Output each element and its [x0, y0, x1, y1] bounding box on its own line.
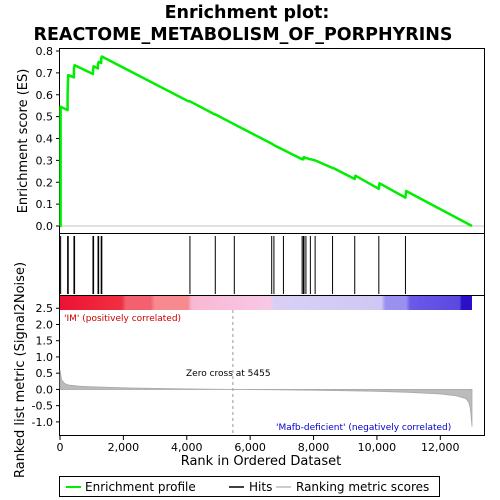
es-y-tick-label: 0.0: [36, 220, 54, 233]
negative-correlation-label: 'Mafb-deficient' (negatively correlated): [276, 423, 451, 433]
chart-title-line1: Enrichment plot:: [165, 3, 330, 23]
legend-label-hits: Hits: [249, 480, 272, 494]
es-y-tick-label: 0.7: [36, 67, 54, 80]
zero-cross-label: Zero cross at 5455: [186, 369, 271, 379]
metric-axis-title: Ranked list metric (Signal2Noise): [13, 262, 28, 478]
es-layer: 0.0 0.1 0.2 0.3 0.4 0.5 0.6 0.7 0.8: [36, 45, 484, 233]
chart-title-line2: REACTOME_METABOLISM_OF_PORPHYRINS: [33, 25, 452, 45]
x-tick-label: 2,000: [108, 441, 140, 454]
metric-y-tick-label: 0.5: [36, 367, 54, 380]
ranking-metric-area: [59, 369, 473, 427]
x-axis-title: Rank in Ordered Dataset: [181, 454, 342, 469]
metric-panel: [59, 295, 485, 436]
metric-y-tick-label: -1.0: [32, 416, 53, 429]
enrichment-profile-line: [59, 55, 473, 228]
es-y-tick-label: 0.6: [36, 89, 54, 102]
metric-layer: -1.0 -0.5 0.0 0.5 1.0 1.5 2.0 2.5 0 2,000 4,000 6,0…: [32, 296, 473, 454]
es-y-tick-label: 0.2: [36, 176, 54, 189]
x-tick-label: 12,000: [421, 441, 460, 454]
hits-layer: [60, 236, 406, 294]
metric-y-tick-label: 2.5: [36, 302, 54, 315]
legend-label-profile: Enrichment profile: [85, 480, 196, 494]
positive-correlation-label: 'IM' (positively correlated): [64, 314, 181, 324]
x-tick-label: 6,000: [234, 441, 266, 454]
metric-y-tick-label: 0.0: [36, 383, 54, 396]
x-tick-label: 0: [57, 441, 64, 454]
legend-box: [59, 476, 440, 497]
x-tick-label: 8,000: [298, 441, 330, 454]
es-y-tick-label: 0.5: [36, 111, 54, 124]
es-y-tick-label: 0.8: [36, 45, 54, 58]
es-y-tick-label: 0.3: [36, 154, 54, 167]
legend-label-metric: Ranking metric scores: [296, 480, 429, 494]
metric-y-tick-label: -0.5: [32, 400, 53, 413]
es-axis-title: Enrichment score (ES): [16, 69, 31, 214]
rank-color-band: [60, 296, 472, 310]
metric-y-tick-label: 2.0: [36, 318, 54, 331]
es-y-tick-label: 0.4: [36, 133, 54, 146]
es-panel: [59, 48, 485, 234]
es-y-tick-label: 0.1: [36, 198, 54, 211]
x-tick-label: 10,000: [358, 441, 397, 454]
x-tick-label: 4,000: [171, 441, 203, 454]
metric-y-tick-label: 1.5: [36, 335, 54, 348]
metric-y-tick-label: 1.0: [36, 351, 54, 364]
